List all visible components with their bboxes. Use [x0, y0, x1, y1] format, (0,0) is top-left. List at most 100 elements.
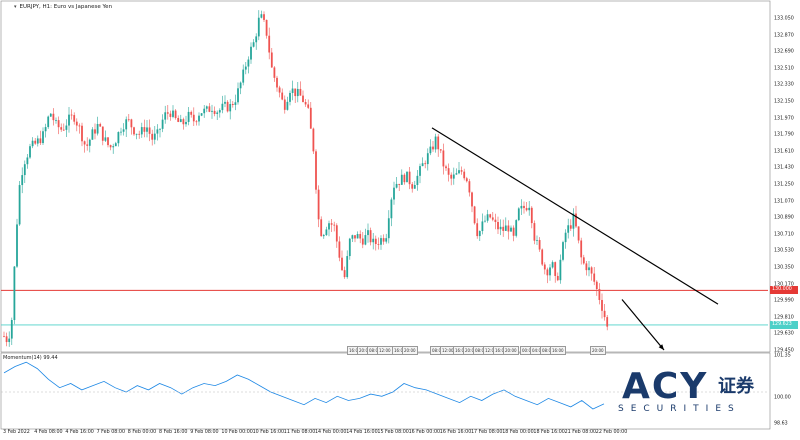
candle	[380, 235, 382, 250]
candle	[5, 332, 8, 347]
candle-body	[549, 267, 551, 276]
candle-body	[172, 110, 174, 117]
candle	[39, 130, 42, 146]
candle-body	[393, 187, 395, 200]
candle-body	[68, 114, 70, 126]
candle	[70, 109, 73, 120]
candle	[465, 176, 468, 183]
candle-body	[55, 120, 57, 121]
candle-body	[78, 125, 81, 127]
candle	[244, 61, 247, 75]
dropdown-arrow-icon[interactable]: ▾	[14, 4, 17, 10]
candle-body	[434, 136, 437, 150]
candle	[582, 254, 585, 265]
time-tick-label: 14 Feb 00:00	[315, 430, 347, 435]
candle	[109, 144, 112, 151]
separator-time-label: 12:00	[377, 346, 393, 355]
candle-body	[174, 110, 177, 118]
candle-body	[195, 121, 198, 123]
candle-body	[590, 267, 593, 274]
candle-body	[335, 225, 338, 242]
candle	[138, 130, 141, 139]
candle-body	[476, 223, 479, 237]
candle	[559, 254, 562, 284]
candle-body	[510, 227, 512, 232]
candle	[26, 154, 29, 169]
time-tick-label: 11 Feb 08:00	[283, 430, 316, 435]
candle-body	[260, 14, 263, 18]
price-tick-label: 130.530	[774, 248, 794, 254]
candle	[439, 149, 442, 154]
candle	[455, 168, 458, 175]
candle	[421, 157, 424, 167]
candle-body	[361, 238, 364, 245]
candle	[172, 105, 174, 119]
candle-body	[143, 127, 146, 132]
candle-body	[325, 229, 328, 236]
candle-body	[351, 235, 354, 239]
candle-body	[595, 281, 598, 290]
candle-body	[478, 231, 481, 237]
candle-body	[182, 119, 185, 125]
candle-body	[247, 59, 250, 67]
candle-body	[489, 214, 492, 218]
candle	[218, 108, 221, 118]
separator-time-label: 20:00	[590, 346, 606, 355]
candle-body	[21, 175, 24, 186]
candle	[276, 75, 278, 92]
candle	[294, 88, 297, 104]
symbol-header[interactable]: ▾ EURJPY, H1: Euro vs Japanese Yen	[14, 4, 112, 10]
candle	[130, 118, 133, 135]
candle-body	[296, 88, 299, 97]
candle	[374, 235, 377, 251]
candle	[265, 19, 268, 39]
candle-body	[114, 143, 117, 147]
candle	[322, 233, 325, 239]
candle-body	[504, 225, 507, 231]
candle-body	[60, 127, 63, 130]
candle-body	[13, 266, 16, 321]
candle	[135, 133, 138, 140]
candle	[346, 250, 349, 279]
candle	[208, 103, 211, 113]
candle	[213, 106, 216, 117]
candle	[593, 266, 596, 286]
candle	[159, 128, 161, 138]
candle-body	[322, 235, 325, 237]
candle-body	[146, 127, 148, 132]
time-tick-label: 17 Feb 08:00	[471, 430, 503, 435]
price-axis[interactable]: 133.050 132.870 132.690 132.510 132.330 132.1…	[770, 0, 800, 354]
candle	[88, 138, 91, 153]
candle	[164, 105, 167, 124]
candle	[408, 166, 411, 190]
candle-body	[551, 262, 554, 268]
candle-body	[374, 238, 377, 245]
separator-time-label: 20:00	[402, 346, 418, 355]
candle-body	[468, 181, 471, 193]
candle	[252, 39, 255, 48]
candle	[491, 212, 494, 222]
candle-body	[465, 178, 468, 182]
candle	[304, 98, 307, 107]
candle-body	[270, 52, 273, 68]
price-tick-label: 133.050	[774, 16, 794, 22]
candle-body	[463, 171, 466, 179]
candle	[169, 110, 172, 121]
candle	[351, 234, 354, 243]
candle-body	[593, 273, 596, 282]
price-tick-label: 129.450	[774, 348, 794, 354]
candle	[395, 177, 398, 189]
candle-body	[502, 226, 505, 231]
candle-body	[315, 151, 317, 190]
candle	[489, 213, 492, 219]
candle-body	[44, 127, 47, 132]
candle-body	[473, 206, 476, 224]
candle-body	[187, 111, 190, 122]
candle-body	[445, 166, 447, 169]
candle-body	[333, 224, 336, 226]
candle	[549, 264, 551, 281]
candle	[60, 123, 63, 132]
candle-body	[10, 320, 13, 339]
